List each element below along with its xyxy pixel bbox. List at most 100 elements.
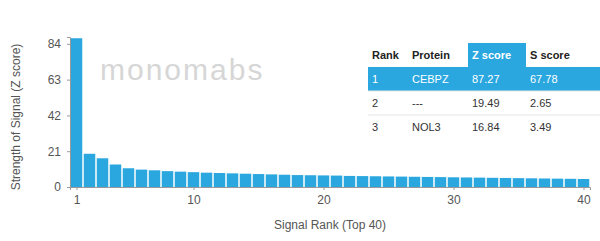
bar bbox=[266, 174, 278, 187]
x-axis: 1 10 20 30 40 bbox=[71, 187, 591, 207]
x-tick: 1 bbox=[74, 187, 81, 207]
x-tick-label: 40 bbox=[577, 193, 591, 207]
y-tick-label: 0 bbox=[54, 180, 61, 194]
bar bbox=[513, 178, 525, 187]
bar bbox=[370, 176, 382, 187]
bar bbox=[383, 176, 395, 187]
y-tick-mark bbox=[67, 151, 70, 152]
x-tick-mark bbox=[454, 187, 455, 190]
bar bbox=[97, 158, 109, 187]
y-tick: 42 bbox=[48, 109, 70, 123]
bar bbox=[188, 172, 200, 187]
row-divider bbox=[368, 115, 600, 116]
x-tick-mark bbox=[584, 187, 585, 190]
y-tick: 84 bbox=[48, 37, 70, 51]
x-axis-title: Signal Rank (Top 40) bbox=[274, 218, 386, 232]
bar bbox=[526, 178, 538, 187]
x-tick-label: 10 bbox=[187, 193, 201, 207]
y-tick-mark bbox=[67, 115, 70, 116]
bar bbox=[123, 168, 135, 187]
bar bbox=[318, 175, 330, 187]
table-background bbox=[368, 43, 600, 139]
table-cell: --- bbox=[412, 97, 423, 109]
table-cell: 67.78 bbox=[530, 73, 558, 85]
x-tick: 10 bbox=[187, 187, 201, 207]
table-cell: 2.65 bbox=[530, 97, 551, 109]
table: Rank Protein Z score S score 1 CEBPZ 87.27 67.7… bbox=[368, 43, 600, 139]
y-tick: 63 bbox=[48, 73, 70, 87]
watermark: monomabs bbox=[100, 53, 264, 86]
bar bbox=[422, 177, 434, 187]
x-axis-line bbox=[71, 188, 591, 191]
y-tick-mark bbox=[67, 80, 70, 81]
y-tick-label: 84 bbox=[48, 37, 62, 51]
bar bbox=[240, 174, 252, 187]
row-highlight bbox=[368, 67, 600, 91]
chart-container: monomabs021426384110203040Signal Rank (T… bbox=[0, 0, 600, 241]
bar bbox=[214, 173, 226, 187]
bar bbox=[396, 177, 408, 187]
table-cell: 1 bbox=[372, 73, 378, 85]
table-header: Protein bbox=[412, 49, 450, 61]
bar bbox=[136, 170, 148, 187]
chart-svg: monomabs021426384110203040Signal Rank (T… bbox=[0, 0, 600, 241]
y-axis-line bbox=[67, 38, 71, 188]
bar bbox=[344, 176, 356, 187]
table-cell: 16.84 bbox=[472, 121, 500, 133]
y-tick: 21 bbox=[48, 145, 70, 159]
bar bbox=[253, 174, 265, 187]
bar bbox=[175, 172, 187, 187]
bar bbox=[578, 179, 590, 187]
x-tick-label: 30 bbox=[447, 193, 461, 207]
bar bbox=[149, 170, 161, 187]
bar bbox=[201, 173, 213, 187]
table-cell: 3.49 bbox=[530, 121, 551, 133]
header-highlight bbox=[468, 43, 526, 67]
y-tick-label: 63 bbox=[48, 73, 62, 87]
y-tick-label: 21 bbox=[48, 145, 62, 159]
x-tick-mark bbox=[77, 187, 78, 190]
y-tick: 0 bbox=[54, 180, 70, 194]
bar bbox=[461, 177, 473, 187]
bar bbox=[552, 179, 564, 187]
x-tick: 40 bbox=[577, 187, 591, 207]
bar bbox=[435, 177, 447, 187]
x-tick-label: 1 bbox=[74, 193, 81, 207]
bar bbox=[279, 175, 291, 187]
x-tick: 30 bbox=[447, 187, 461, 207]
table-cell: 87.27 bbox=[472, 73, 500, 85]
bar bbox=[539, 178, 551, 187]
bar bbox=[487, 178, 499, 187]
bar bbox=[292, 175, 304, 187]
bar bbox=[357, 176, 369, 187]
y-axis: 0 21 42 63 84 bbox=[48, 37, 71, 194]
bar bbox=[71, 38, 83, 187]
table-cell: CEBPZ bbox=[412, 73, 449, 85]
bar bbox=[305, 175, 317, 187]
table-header: S score bbox=[530, 49, 570, 61]
table-header: Rank bbox=[372, 49, 400, 61]
y-tick-mark bbox=[67, 44, 70, 45]
x-tick: 20 bbox=[317, 187, 331, 207]
bar bbox=[162, 171, 174, 187]
bar bbox=[500, 178, 512, 187]
bar bbox=[331, 176, 343, 187]
bar bbox=[84, 154, 96, 187]
table-header: Z score bbox=[472, 49, 511, 61]
bar bbox=[227, 173, 239, 187]
bar bbox=[110, 165, 122, 188]
bar bbox=[565, 179, 577, 187]
y-axis-title: Strength of Signal (Z score) bbox=[9, 44, 23, 191]
bar bbox=[409, 177, 421, 187]
bar bbox=[474, 178, 486, 187]
x-tick-label: 20 bbox=[317, 193, 331, 207]
y-tick-label: 42 bbox=[48, 109, 62, 123]
table-cell: 3 bbox=[372, 121, 378, 133]
table-cell: NOL3 bbox=[412, 121, 441, 133]
table-cell: 19.49 bbox=[472, 97, 500, 109]
table-cell: 2 bbox=[372, 97, 378, 109]
x-tick-mark bbox=[324, 187, 325, 190]
bar bbox=[448, 177, 460, 187]
x-tick-mark bbox=[194, 187, 195, 190]
row-divider bbox=[368, 91, 600, 92]
